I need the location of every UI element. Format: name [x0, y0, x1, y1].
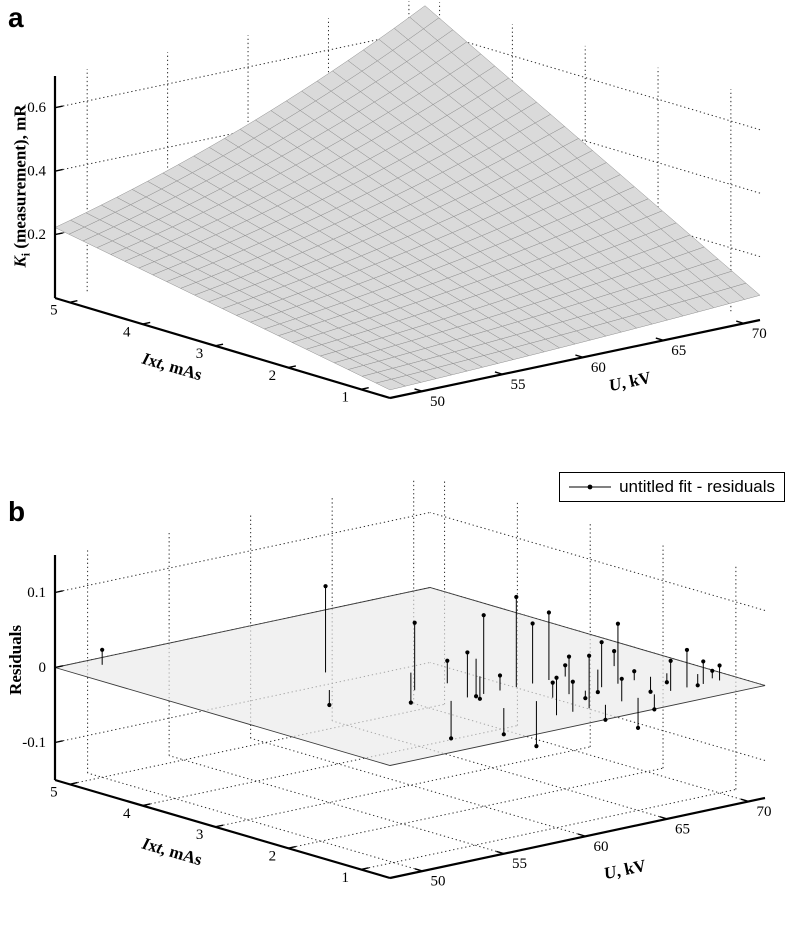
residual-point: [445, 658, 450, 663]
residual-point: [323, 584, 328, 589]
residual-point: [583, 696, 588, 701]
tick-label: 60: [591, 360, 606, 376]
tick-label: -0.1: [22, 735, 46, 751]
residual-point: [481, 613, 486, 618]
tick-label: 0: [39, 660, 47, 676]
panel-b-label: b: [8, 496, 26, 527]
residual-point: [570, 679, 575, 684]
axes: 50 55 60 65 70 1 2 3 4 5 0.2 0.4 0.6: [27, 76, 767, 410]
residual-point: [534, 744, 539, 749]
residual-point: [100, 647, 105, 652]
tick-label: 65: [675, 821, 690, 837]
zero-plane: [54, 587, 766, 766]
surface-mesh: [54, 5, 761, 391]
tick-label: 50: [430, 394, 445, 410]
residual-stems: [100, 584, 722, 749]
residual-point: [599, 640, 604, 645]
residual-point: [501, 732, 506, 737]
tick-label: 55: [512, 856, 527, 872]
tick-label: 60: [594, 839, 609, 855]
residual-point: [635, 725, 641, 730]
residual-point: [587, 653, 592, 658]
residual-point: [615, 621, 621, 626]
residual-point: [473, 694, 479, 699]
residual-point: [514, 594, 519, 600]
residual-point: [566, 654, 572, 659]
residual-point: [648, 689, 653, 694]
residual-point: [612, 649, 617, 654]
residual-point: [603, 717, 608, 722]
residual-point: [327, 702, 332, 708]
residual-point: [563, 663, 568, 668]
residual-point: [684, 647, 690, 653]
residual-point: [448, 736, 454, 741]
residuals-plot-3d: 50 55 60 65 70 1 2 3 4 5 -0.1 0 0.1: [22, 478, 772, 890]
residual-point: [465, 650, 470, 655]
tick-label: 0.2: [27, 227, 46, 243]
residual-point: [546, 610, 552, 615]
z-axis-label-b: Residuals: [6, 625, 25, 695]
z-axis-label-a: Ki (measurement), mR: [10, 104, 33, 267]
tick-label: 5: [50, 303, 58, 319]
residual-point: [595, 689, 600, 695]
tick-label: 70: [752, 326, 767, 342]
panel-a-label: a: [8, 2, 24, 33]
tick-label: 4: [123, 806, 131, 822]
tick-label: 65: [671, 343, 686, 359]
residual-point: [497, 673, 503, 678]
stem-marker-icon: [569, 484, 612, 490]
tick-label: 0.4: [27, 164, 46, 180]
residual-point: [550, 680, 555, 685]
residual-point: [695, 683, 700, 688]
tick-label: 0.1: [27, 585, 46, 601]
tick-label: 3: [196, 827, 204, 843]
residual-point: [554, 675, 559, 680]
tick-label: 4: [123, 324, 131, 340]
tick-label: 1: [341, 870, 349, 886]
residual-point: [664, 680, 669, 685]
residual-point: [701, 659, 706, 664]
tick-label: 1: [341, 390, 349, 406]
zlabel-a-units: (measurement), mR: [10, 104, 30, 253]
zlabel-a-subscript: i: [18, 252, 33, 257]
residual-point: [408, 700, 413, 705]
legend-box: untitled fit - residuals: [559, 472, 785, 502]
residual-point: [530, 621, 535, 626]
residual-point: [412, 620, 417, 625]
tick-label: 3: [196, 346, 204, 362]
tick-label: 0.6: [27, 100, 46, 116]
residual-point: [632, 669, 637, 674]
axes: 50 55 60 65 70 1 2 3 4 5 -0.1 0 0.1: [22, 555, 772, 890]
surface-plot-3d: 50 55 60 65 70 1 2 3 4 5 0.2 0.4 0.6: [27, 1, 767, 410]
zlabel-a-symbol: K: [10, 256, 30, 268]
residual-point: [652, 707, 657, 712]
tick-label: 2: [269, 368, 277, 384]
legend-label: untitled fit - residuals: [619, 477, 775, 496]
residual-point: [619, 676, 624, 681]
tick-label: 2: [269, 849, 277, 865]
tick-label: 55: [510, 377, 525, 393]
tick-label: 70: [757, 804, 772, 820]
residual-point: [477, 696, 482, 701]
tick-label: 5: [50, 785, 58, 801]
residual-point: [717, 663, 722, 668]
residual-point: [668, 658, 673, 663]
tick-label: 50: [430, 874, 445, 890]
residual-point: [710, 668, 715, 673]
